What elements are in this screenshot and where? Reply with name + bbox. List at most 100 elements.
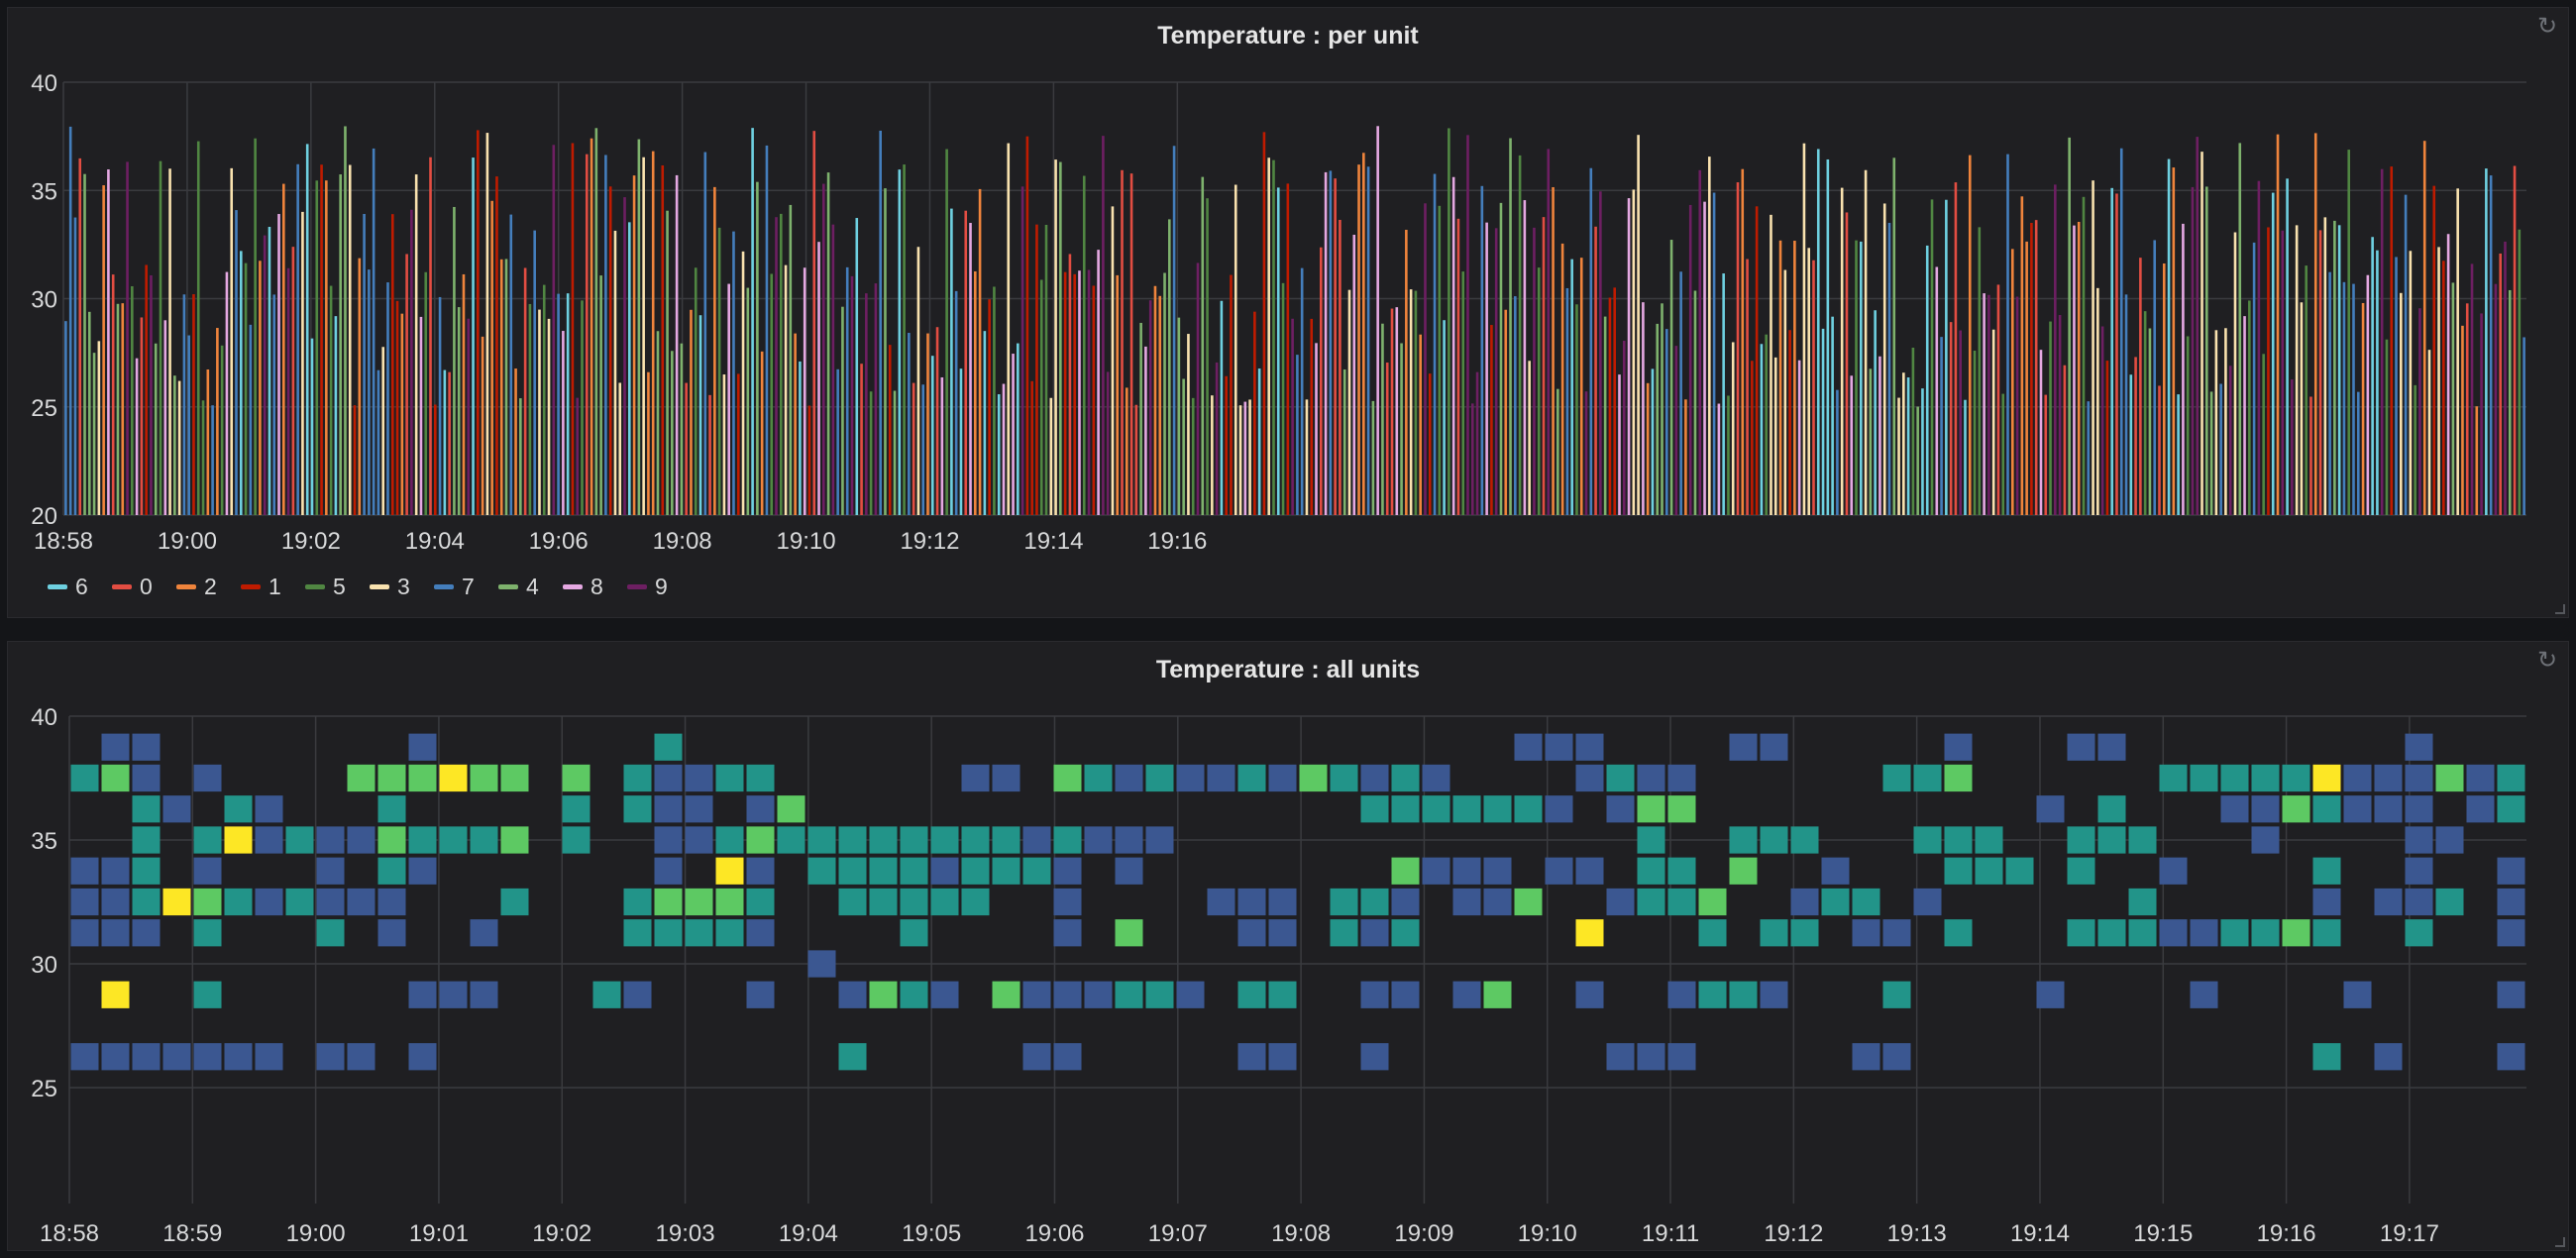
bar	[528, 303, 532, 515]
bar	[1286, 183, 1290, 515]
heatmap-cell	[685, 795, 713, 823]
bar	[841, 306, 844, 515]
bar	[1002, 383, 1006, 515]
bar	[1371, 400, 1375, 515]
bar	[2323, 217, 2327, 515]
bar	[1741, 168, 1745, 515]
bar	[154, 343, 158, 515]
bar	[2044, 394, 2048, 515]
bar	[1134, 404, 1138, 515]
legend-item-6[interactable]: 6	[48, 574, 88, 599]
bar	[2470, 263, 2474, 515]
bar	[481, 336, 484, 515]
heatmap-cell	[900, 826, 928, 854]
bar	[64, 321, 67, 515]
bar	[315, 180, 319, 516]
bar	[879, 130, 882, 515]
bar	[2504, 241, 2507, 515]
bar	[628, 222, 631, 515]
heatmap-cell	[2097, 919, 2126, 947]
bar	[1537, 267, 1541, 515]
heatmap-cell	[2497, 981, 2525, 1008]
bar	[2248, 300, 2251, 515]
legend-item-0[interactable]: 0	[112, 574, 153, 599]
bar	[1651, 368, 1655, 515]
heatmap-cell	[685, 919, 713, 947]
bar	[1770, 214, 1772, 516]
heatmap-cell	[685, 888, 713, 916]
bar	[959, 368, 963, 515]
bar	[2049, 321, 2052, 515]
bar	[1054, 159, 1057, 515]
legend-item-1[interactable]: 1	[241, 574, 281, 599]
bar	[1968, 155, 1972, 516]
bar	[259, 261, 262, 515]
bar	[1930, 199, 1934, 516]
bar	[2456, 188, 2459, 515]
bar	[1698, 169, 1702, 515]
bar	[1125, 387, 1128, 515]
bar	[680, 343, 684, 515]
heatmap-cell	[1176, 981, 1205, 1008]
bar	[2371, 237, 2374, 516]
heatmap-cell	[1237, 981, 1266, 1008]
heatmap-cell	[1575, 919, 1604, 947]
legend-label: 6	[75, 574, 88, 599]
bar	[1594, 226, 1597, 515]
heatmap-cell	[715, 764, 744, 792]
legend-item-7[interactable]: 7	[434, 574, 475, 599]
heatmap-cell	[1360, 981, 1389, 1008]
heatmap-cell	[1606, 764, 1635, 792]
heatmap-cell	[1637, 1043, 1665, 1071]
resize-handle-icon[interactable]	[2555, 1237, 2565, 1247]
x-tick-label: 19:14	[2010, 1220, 2070, 1247]
heatmap-cell	[1882, 919, 1911, 947]
bar	[1466, 135, 1469, 516]
legend-item-3[interactable]: 3	[370, 574, 410, 599]
legend-item-9[interactable]: 9	[627, 574, 668, 599]
legend-item-8[interactable]: 8	[563, 574, 603, 599]
heatmap-cell	[1391, 764, 1420, 792]
heatmap-cell	[2497, 857, 2525, 885]
bar	[1324, 171, 1328, 515]
bar	[1755, 206, 1759, 515]
heatmap-cell	[1913, 764, 1942, 792]
bar	[187, 335, 190, 515]
resize-handle-icon[interactable]	[2555, 604, 2565, 614]
bar	[2295, 225, 2299, 515]
bar	[2442, 261, 2445, 515]
x-tick-label: 19:00	[286, 1220, 346, 1247]
bar	[1456, 218, 1460, 515]
bar	[368, 269, 371, 515]
bar	[2461, 325, 2464, 515]
heatmap-cell	[1729, 733, 1758, 761]
bar	[651, 151, 655, 516]
legend-swatch	[241, 584, 261, 589]
heatmap-cell	[132, 888, 161, 916]
bar	[1783, 269, 1787, 515]
x-tick-label: 19:05	[902, 1220, 961, 1247]
heatmap-cell	[961, 826, 990, 854]
bar	[1788, 330, 1791, 515]
heatmap-cell	[1790, 826, 1819, 854]
bar	[1148, 300, 1152, 515]
heatmap-cell	[1022, 826, 1051, 854]
heatmap-cell	[1237, 764, 1266, 792]
legend-item-4[interactable]: 4	[498, 574, 539, 599]
bar	[1357, 164, 1360, 516]
legend-item-5[interactable]: 5	[305, 574, 346, 599]
heatmap-cell	[992, 981, 1020, 1008]
heatmap-cell	[807, 950, 836, 978]
heatmap-cell	[2190, 764, 2218, 792]
bar	[310, 338, 314, 515]
bar	[789, 204, 793, 515]
bar	[1366, 166, 1370, 515]
legend-item-2[interactable]: 2	[176, 574, 217, 599]
heatmap-cell	[193, 981, 222, 1008]
heatmap-cell	[992, 857, 1020, 885]
bar	[1528, 361, 1531, 515]
bar	[690, 309, 693, 515]
heatmap-cell	[623, 764, 652, 792]
heatmap-cell	[2497, 795, 2525, 823]
